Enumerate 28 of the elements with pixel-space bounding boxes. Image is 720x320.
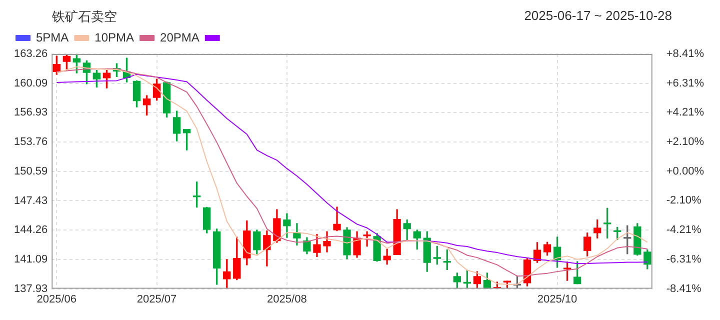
y2-tick-label: +0.00% (666, 165, 704, 178)
y-tick-label: 163.26 (14, 48, 48, 60)
y2-tick-label: +6.31% (666, 77, 704, 90)
y2-tick-label: +4.21% (666, 106, 704, 119)
y-tick-label: 150.59 (14, 165, 48, 178)
legend-label: 5PMA (36, 30, 69, 44)
y2-tick-label: -4.21% (666, 224, 702, 236)
y-tick-label: 144.26 (14, 224, 48, 236)
chart-title: 铁矿石卖空 (52, 8, 117, 26)
y2-tick-label: -6.31% (666, 254, 702, 266)
x-tick-label: 2025/07 (136, 293, 177, 306)
y-tick-label: 141.09 (14, 254, 48, 266)
y2-tick-label: -2.10% (666, 194, 702, 207)
y2-tick-label: -8.41% (666, 282, 702, 295)
x-tick-label: 2025/10 (537, 293, 578, 306)
y-tick-label: 156.93 (14, 106, 48, 119)
y2-tick-label: +2.10% (666, 136, 704, 148)
y2-tick-label: +8.41% (666, 48, 704, 60)
candlestick (363, 231, 371, 247)
y-tick-label: 153.76 (14, 136, 48, 148)
y-tick-label: 160.09 (14, 77, 48, 90)
legend-label: 10PMA (94, 30, 134, 44)
legend-label: 20PMA (160, 30, 200, 44)
x-tick-label: 2025/06 (36, 293, 77, 306)
chart-subtitle: 2025-06-17 ~ 2025-10-28 (524, 8, 672, 25)
y-tick-label: 137.93 (14, 282, 48, 295)
y-tick-label: 147.43 (14, 194, 48, 207)
x-tick-label: 2025/08 (267, 293, 307, 306)
